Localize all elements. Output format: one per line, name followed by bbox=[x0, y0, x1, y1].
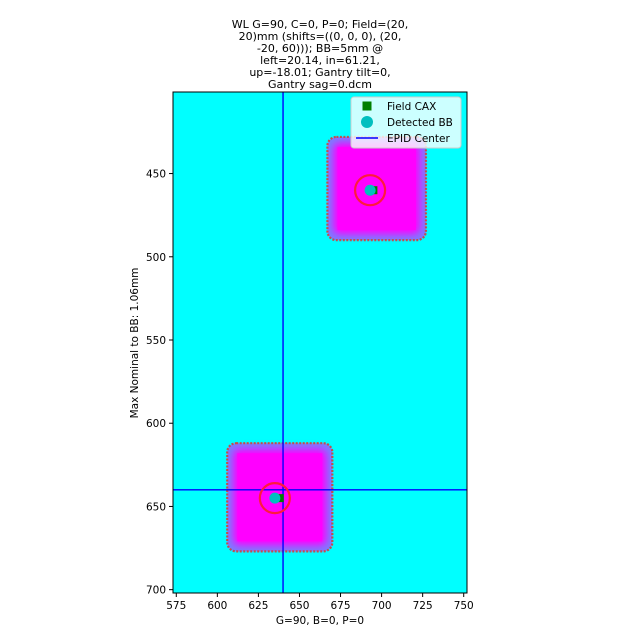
plot-frame bbox=[172, 91, 468, 594]
title-line: Gantry sag=0.dcm bbox=[268, 78, 372, 91]
x-tick-label: 750 bbox=[454, 600, 474, 612]
y-tick-label: 450 bbox=[146, 169, 166, 181]
legend-label: Detected BB bbox=[387, 117, 453, 129]
title-line: 20)mm (shifts=((0, 0, 0), (20, bbox=[239, 30, 402, 43]
x-axis-ticks: 575 600 625 650 675 700 725 750 bbox=[166, 593, 474, 612]
title-line: left=20.14, in=61.21, bbox=[260, 54, 380, 67]
y-axis-label: Max Nominal to BB: 1.06mm bbox=[129, 268, 141, 419]
bb-detection-circle bbox=[258, 482, 291, 515]
title-line: -20, 60))); BB=5mm @ bbox=[257, 42, 383, 55]
legend-detected-bb-swatch bbox=[361, 116, 373, 128]
y-tick-label: 600 bbox=[146, 418, 166, 430]
y-axis-ticks: 450 500 550 600 650 700 bbox=[146, 169, 173, 597]
x-tick-label: 600 bbox=[207, 600, 227, 612]
x-tick-label: 675 bbox=[331, 600, 351, 612]
x-tick-label: 725 bbox=[413, 600, 433, 612]
data-points bbox=[258, 174, 387, 515]
legend-label: Field CAX bbox=[387, 101, 436, 113]
legend: Field CAX Detected BB EPID Center bbox=[350, 96, 462, 149]
detected-bb-marker bbox=[269, 492, 281, 504]
legend-box bbox=[350, 96, 462, 149]
detected-bb-marker bbox=[364, 184, 376, 196]
field-outline bbox=[226, 442, 334, 553]
x-tick-label: 650 bbox=[289, 600, 309, 612]
y-tick-label: 550 bbox=[146, 335, 166, 347]
legend-field-cax-swatch bbox=[362, 101, 372, 111]
chart-title: WL G=90, C=0, P=0; Field=(20,20)mm (shif… bbox=[232, 18, 409, 91]
y-tick-label: 700 bbox=[146, 585, 166, 597]
x-tick-label: 625 bbox=[248, 600, 268, 612]
x-tick-label: 575 bbox=[166, 600, 186, 612]
y-tick-label: 650 bbox=[146, 501, 166, 513]
x-axis-label: G=90, B=0, P=0 bbox=[276, 615, 364, 627]
y-tick-label: 500 bbox=[146, 252, 166, 264]
title-line: up=-18.01; Gantry tilt=0, bbox=[249, 66, 390, 79]
bb-detection-circle bbox=[353, 174, 387, 207]
x-tick-label: 700 bbox=[372, 600, 392, 612]
legend-label: EPID Center bbox=[387, 133, 451, 145]
title-line: WL G=90, C=0, P=0; Field=(20, bbox=[232, 18, 409, 31]
